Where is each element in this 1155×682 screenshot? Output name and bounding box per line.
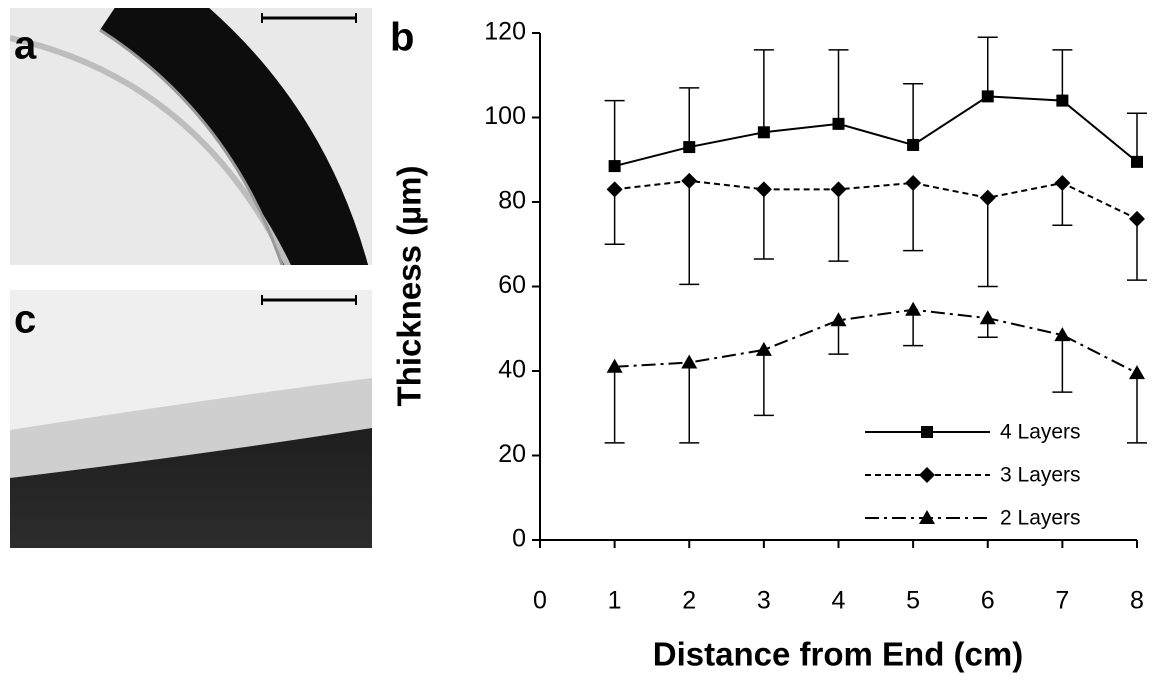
y-tick-label: 0 xyxy=(512,525,526,553)
error-bar xyxy=(1052,335,1073,393)
marker xyxy=(1054,327,1071,342)
series-line xyxy=(614,308,1138,375)
micrograph-c xyxy=(10,290,372,548)
x-tick-label: 2 xyxy=(682,587,696,615)
marker xyxy=(757,126,770,139)
marker xyxy=(608,160,621,173)
error-bar xyxy=(753,349,774,417)
x-tick-label: 8 xyxy=(1130,587,1144,615)
x-tick-label: 5 xyxy=(906,587,920,615)
marker xyxy=(681,172,698,189)
marker xyxy=(905,301,922,316)
x-tick-label: 6 xyxy=(981,587,995,615)
error-bar xyxy=(604,189,625,245)
error-bar xyxy=(1127,112,1147,162)
error-bar xyxy=(1127,373,1147,444)
error-bar xyxy=(679,180,700,286)
error-bar xyxy=(604,99,625,167)
marker xyxy=(1129,210,1145,227)
marker xyxy=(979,189,996,206)
marker xyxy=(905,174,922,191)
marker xyxy=(1129,365,1145,380)
legend-marker xyxy=(919,467,935,483)
error-bar xyxy=(828,49,849,124)
y-tick-label: 20 xyxy=(498,440,526,468)
marker xyxy=(1131,155,1143,168)
marker xyxy=(606,358,623,373)
x-tick-label: 3 xyxy=(757,587,771,615)
legend-marker xyxy=(919,510,935,524)
y-tick-label: 40 xyxy=(498,356,526,384)
marker xyxy=(979,310,996,325)
error-bar xyxy=(679,87,700,148)
error-bar xyxy=(1127,218,1147,281)
error-bar xyxy=(828,189,849,262)
x-tick-label: 4 xyxy=(832,587,846,615)
error-bar xyxy=(753,189,774,260)
panel-label: b xyxy=(390,16,414,60)
micrograph-a xyxy=(10,8,372,265)
x-axis-label: Distance from End (cm) xyxy=(653,636,1023,673)
series-line xyxy=(614,95,1138,168)
y-tick-label: 60 xyxy=(498,271,526,299)
y-tick-label: 80 xyxy=(498,187,526,215)
panel-label: c xyxy=(14,298,36,342)
marker xyxy=(1054,174,1071,191)
marker xyxy=(830,181,847,198)
legend-label: 2 Layers xyxy=(1000,507,1081,530)
x-tick-label: 0 xyxy=(533,587,547,615)
legend-marker xyxy=(921,426,933,438)
error-bar xyxy=(1052,49,1073,101)
marker xyxy=(606,181,623,198)
marker xyxy=(981,90,994,103)
x-tick-label: 1 xyxy=(608,587,622,615)
error-bar xyxy=(977,197,998,288)
y-tick-label: 100 xyxy=(484,102,526,130)
error-bar xyxy=(903,82,924,145)
x-tick-label: 7 xyxy=(1055,587,1069,615)
panel-label: a xyxy=(14,24,37,68)
marker xyxy=(907,138,920,151)
series-line xyxy=(614,179,1138,220)
legend-label: 4 Layers xyxy=(1000,421,1081,444)
error-bar xyxy=(679,362,700,444)
marker xyxy=(1056,94,1069,107)
legend-label: 3 Layers xyxy=(1000,464,1081,487)
marker xyxy=(681,354,698,369)
y-axis-label: Thickness (µm) xyxy=(391,166,428,407)
marker xyxy=(830,312,847,327)
error-bar xyxy=(604,366,625,444)
marker xyxy=(755,181,772,198)
marker xyxy=(755,341,772,356)
error-bar xyxy=(977,36,998,97)
error-bar xyxy=(903,182,924,252)
marker xyxy=(683,141,696,154)
error-bar xyxy=(753,49,774,133)
y-tick-label: 120 xyxy=(484,18,526,46)
marker xyxy=(832,117,845,130)
